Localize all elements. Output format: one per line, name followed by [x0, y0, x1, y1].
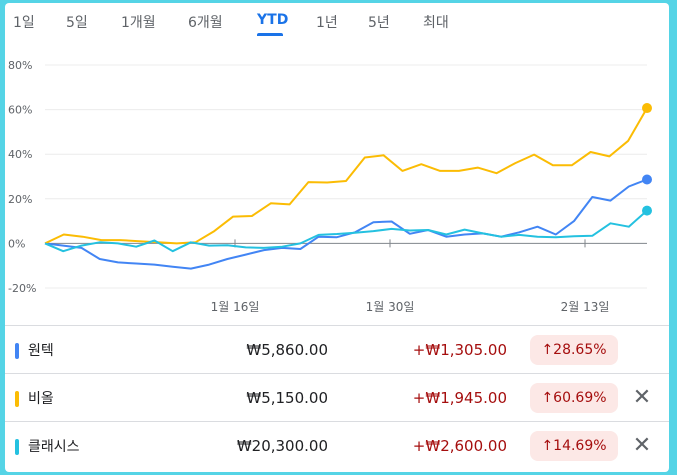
- tab-5y[interactable]: 5년: [368, 15, 390, 31]
- tab-1m[interactable]: 1개월: [121, 15, 156, 31]
- remove-close-icon[interactable]: ✕: [632, 433, 652, 458]
- up-arrow-icon: ↑: [541, 342, 554, 358]
- tab-6m[interactable]: 6개월: [188, 15, 223, 31]
- tab-1d[interactable]: 1일: [13, 15, 35, 31]
- stock-row[interactable]: 비올 ₩5,150.00 +₩1,945.00 ↑60.69% ✕: [5, 373, 669, 422]
- range-tabs: 1일 5일 1개월 6개월 YTD 1년 5년 최대: [5, 3, 669, 43]
- series-color-swatch: [15, 439, 19, 455]
- series-endpoint: [642, 205, 652, 216]
- y-tick-label: 60%: [8, 104, 32, 117]
- y-tick-label: -20%: [8, 282, 36, 295]
- series-color-swatch: [15, 343, 19, 359]
- y-tick-label: 80%: [8, 59, 32, 72]
- series-endpoint: [642, 103, 652, 114]
- stock-row[interactable]: 원텍 ₩5,860.00 +₩1,305.00 ↑28.65%: [5, 325, 669, 374]
- stock-price: ₩20,300.00: [236, 437, 328, 455]
- stock-name: 비올: [28, 391, 54, 407]
- y-tick-label: 20%: [8, 193, 32, 206]
- series-endpoint: [642, 174, 652, 185]
- price-change: +₩1,305.00: [412, 341, 507, 359]
- up-arrow-icon: ↑: [541, 390, 554, 406]
- tab-1y[interactable]: 1년: [316, 15, 338, 31]
- percent-change-value: 60.69%: [553, 390, 607, 406]
- series-line: [44, 107, 648, 245]
- price-change: +₩2,600.00: [412, 437, 507, 455]
- comparison-card: 1일 5일 1개월 6개월 YTD 1년 5년 최대 80% 60% 40% 20% 0…: [5, 3, 669, 472]
- series-line: [44, 178, 648, 270]
- stock-row[interactable]: 클래시스 ₩20,300.00 +₩2,600.00 ↑14.69% ✕: [5, 421, 669, 470]
- y-tick-label: 0%: [8, 237, 25, 250]
- series-color-swatch: [15, 391, 19, 407]
- remove-close-icon[interactable]: ✕: [632, 385, 652, 410]
- x-tick-label: 1월 16일: [211, 300, 260, 314]
- percent-change-value: 28.65%: [553, 342, 607, 358]
- price-change: +₩1,945.00: [412, 389, 507, 407]
- stock-name: 원텍: [28, 343, 54, 359]
- percent-change-badge: ↑14.69%: [530, 431, 618, 461]
- percent-change-badge: ↑28.65%: [530, 335, 618, 365]
- tab-max[interactable]: 최대: [423, 15, 449, 31]
- stock-name: 클래시스: [28, 439, 80, 455]
- x-tick-label: 2월 13일: [561, 300, 610, 314]
- stock-price: ₩5,150.00: [246, 389, 328, 407]
- tab-5d[interactable]: 5일: [66, 15, 88, 31]
- active-tab-indicator: [257, 33, 283, 36]
- percent-change-badge: ↑60.69%: [530, 383, 618, 413]
- percent-change-value: 14.69%: [553, 438, 607, 454]
- stock-price: ₩5,860.00: [246, 341, 328, 359]
- tab-ytd[interactable]: YTD: [257, 12, 289, 28]
- comparison-line-chart: 80% 60% 40% 20% 0% -20% 1월 16일 1월 30일 2월 13일: [8, 59, 652, 314]
- x-tick-label: 1월 30일: [366, 300, 415, 314]
- y-tick-label: 40%: [8, 148, 32, 161]
- up-arrow-icon: ↑: [541, 438, 554, 454]
- series-line: [44, 209, 648, 253]
